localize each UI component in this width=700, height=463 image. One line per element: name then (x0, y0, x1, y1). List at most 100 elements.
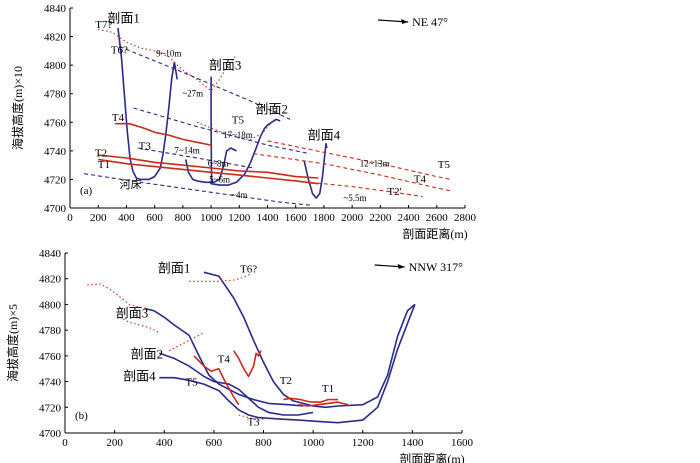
x-tick-label: 200 (90, 212, 107, 224)
panel-a: 0 200 400 600 800 1000 1200 1400 1600 1800 2000 220… (10, 3, 477, 241)
terrace-label: T4 (112, 112, 125, 124)
terrace-label: T6? (240, 263, 257, 275)
terrace-label: T5 (232, 115, 245, 127)
annotation-label: ~4m (231, 190, 247, 200)
series-line-10 (253, 153, 452, 192)
y-tick-label: 4720 (39, 402, 62, 414)
x-tick-label: 600 (146, 212, 163, 224)
terrace-label: T4 (414, 173, 427, 185)
series-line-14 (137, 147, 254, 169)
x-tick-label: 2800 (454, 212, 477, 224)
series-line-1 (210, 76, 281, 186)
terrace-label: T1 (98, 159, 110, 171)
series-line-9 (298, 401, 349, 407)
x-tick-label: 2600 (426, 212, 449, 224)
x-tick-label: 1000 (200, 212, 223, 224)
annotation-label: ~27m (182, 89, 203, 99)
profile-label: 剖面1 (158, 260, 191, 275)
y-tick-label: 4820 (39, 274, 62, 286)
arrowhead-icon (401, 19, 409, 24)
y-tick-label: 4760 (44, 117, 67, 129)
terrace-label: T2 (95, 148, 107, 160)
x-tick-label: 400 (118, 212, 135, 224)
terrace-label: T2' (387, 186, 401, 198)
series-line-5 (189, 273, 252, 282)
y-tick-label: 4720 (44, 174, 67, 186)
y-tick-label: 4800 (39, 299, 62, 311)
series-line-10 (238, 414, 269, 421)
y-tick-label: 4760 (39, 351, 62, 363)
terrace-label: T3 (247, 416, 260, 428)
x-tick-label: 2000 (341, 212, 364, 224)
x-tick-label: 0 (67, 212, 73, 224)
x-tick-label: 400 (156, 437, 173, 449)
x-tick-label: 1400 (401, 437, 424, 449)
series-line-4 (87, 283, 150, 311)
x-tick-label: 0 (62, 437, 68, 449)
series-line-7 (98, 28, 236, 92)
x-tick-label: 1600 (451, 437, 474, 449)
series-line-2 (159, 352, 314, 416)
x-tick-label: 2400 (398, 212, 421, 224)
series-line-0 (203, 271, 416, 409)
annotation-label: ~5.5m (343, 193, 366, 203)
profile-label: 剖面4 (308, 127, 341, 142)
profile-label: 剖面4 (123, 368, 156, 383)
y-tick-label: 4800 (44, 60, 67, 72)
y-axis-label: 海拔高度(m)×10 (10, 66, 25, 150)
series-line-11 (309, 181, 423, 198)
series-line-4 (98, 158, 319, 185)
y-tick-label: 4700 (39, 428, 62, 440)
annotation-label: 6~8m (208, 159, 229, 169)
x-tick-label: 1200 (228, 212, 251, 224)
annotation-label: 5~6m (209, 174, 230, 184)
profile-label: 剖面1 (107, 10, 140, 25)
x-tick-label: 1800 (313, 212, 336, 224)
terrace-label: T2 (280, 375, 292, 387)
y-axis-label: 海拔高度(m)×5 (5, 304, 20, 382)
series-line-15 (84, 173, 310, 206)
terrace-label: T7? (95, 19, 112, 31)
series-line-12 (168, 332, 205, 352)
arrowhead-icon (397, 264, 405, 269)
terrace-label: T4 (218, 353, 231, 365)
y-tick-label: 4740 (44, 146, 67, 158)
x-axis-label: 剖面距离(m) (399, 451, 464, 463)
series-line-3 (159, 304, 416, 424)
terrace-label: T5 (185, 376, 198, 388)
direction-label: NNW 317° (409, 260, 463, 274)
x-axis-label: 剖面距离(m) (402, 226, 467, 241)
x-tick-label: 200 (106, 437, 123, 449)
x-tick-label: 2200 (369, 212, 392, 224)
terrace-label: T1 (322, 383, 334, 395)
annotation-label: 7~14m (174, 146, 199, 156)
direction-label: NE 47° (412, 15, 448, 29)
annotation-label: 9~10m (156, 49, 181, 59)
series-line-1 (144, 307, 304, 407)
profile-label: 剖面3 (209, 57, 242, 72)
series-line-7 (193, 355, 240, 406)
y-tick-label: 4700 (44, 203, 67, 215)
profile-label: 剖面2 (255, 102, 288, 117)
series-line-12 (119, 46, 291, 120)
y-tick-label: 4840 (44, 3, 67, 15)
series-line-9 (267, 140, 452, 180)
terrace-label: T6? (111, 45, 128, 57)
series-line-2 (303, 142, 328, 199)
terrace-label: T3 (139, 140, 152, 152)
series-line-0 (117, 27, 178, 181)
annotation-label: 12~13m (360, 159, 390, 169)
x-tick-label: 1200 (352, 437, 375, 449)
y-tick-label: 4820 (44, 32, 67, 44)
x-tick-label: 1000 (302, 437, 325, 449)
series-line-3 (184, 147, 237, 184)
terrace-label: T5 (438, 159, 451, 171)
x-tick-label: 800 (255, 437, 272, 449)
panel-b: 0 200 400 600 800 1000 1200 1400 1600 4700 4720 474… (5, 248, 474, 463)
x-tick-label: 1600 (285, 212, 308, 224)
series-line-5 (98, 154, 319, 179)
annotation-label: 17~18m (223, 130, 253, 140)
x-tick-label: 800 (175, 212, 192, 224)
panel-label: (b) (75, 410, 88, 422)
